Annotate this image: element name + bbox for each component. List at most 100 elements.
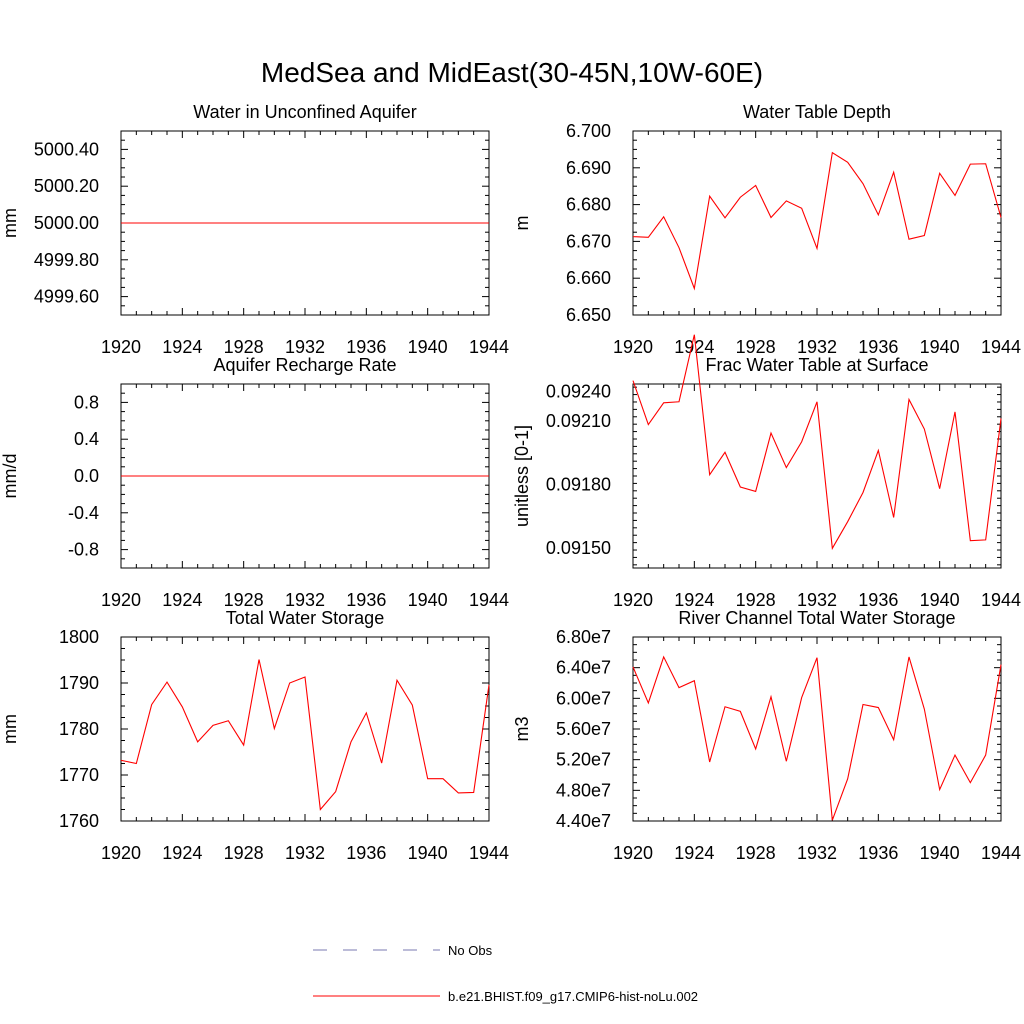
x-tick-label: 1936	[858, 590, 898, 610]
y-tick-label: 0.09180	[546, 474, 611, 494]
x-tick-label: 1940	[408, 590, 448, 610]
y-tick-label: 1800	[59, 627, 99, 647]
y-tick-label: 0.0	[74, 466, 99, 486]
y-tick-label: 4999.80	[34, 250, 99, 270]
x-tick-label: 1936	[346, 843, 386, 863]
y-tick-label: -0.8	[68, 540, 99, 560]
y-tick-label: 0.09210	[546, 411, 611, 431]
y-tick-label: -0.4	[68, 503, 99, 523]
legend-label-model-run: b.e21.BHIST.f09_g17.CMIP6-hist-noLu.002	[448, 989, 698, 1004]
y-axis-label: mm	[0, 714, 20, 744]
x-tick-label: 1932	[797, 590, 837, 610]
panel-1: Water in Unconfined Aquifer mm 1920 1924 192…	[0, 102, 509, 357]
y-tick-label: 6.670	[566, 231, 611, 251]
x-tick-label: 1936	[858, 337, 898, 357]
y-tick-label: 1760	[59, 811, 99, 831]
y-tick-label: 0.4	[74, 429, 99, 449]
y-axis-label: mm/d	[0, 454, 20, 499]
x-tick-label: 1920	[613, 590, 653, 610]
y-tick-label: 6.700	[566, 121, 611, 141]
y-tick-label: 6.00e7	[556, 688, 611, 708]
x-tick-label: 1920	[101, 590, 141, 610]
panel-title: Aquifer Recharge Rate	[213, 355, 396, 375]
x-tick-label: 1924	[674, 843, 714, 863]
legend-label-no-obs: No Obs	[448, 943, 493, 958]
y-tick-label: 1780	[59, 719, 99, 739]
y-tick-label: 6.680	[566, 195, 611, 215]
series-line	[120, 659, 490, 811]
x-tick-label: 1932	[797, 337, 837, 357]
x-tick-label: 1924	[162, 590, 202, 610]
panel-title: Water Table Depth	[743, 102, 891, 122]
y-tick-label: 1790	[59, 673, 99, 693]
x-tick-label: 1944	[469, 590, 509, 610]
x-tick-label: 1928	[736, 590, 776, 610]
x-tick-label: 1920	[101, 337, 141, 357]
x-tick-label: 1920	[101, 843, 141, 863]
figure-title: MedSea and MidEast(30-45N,10W-60E)	[261, 57, 763, 88]
y-tick-label: 1770	[59, 765, 99, 785]
y-tick-label: 4.80e7	[556, 780, 611, 800]
x-tick-label: 1924	[674, 590, 714, 610]
x-tick-label: 1920	[613, 337, 653, 357]
x-tick-label: 1924	[162, 337, 202, 357]
y-tick-label: 5000.20	[34, 176, 99, 196]
y-axis-label: unitless [0-1]	[512, 425, 532, 527]
series-line	[632, 334, 1002, 551]
x-tick-label: 1932	[285, 337, 325, 357]
panel-5: Total Water Storage mm 1920 1924 1928 1932 193…	[0, 608, 509, 863]
x-tick-label: 1940	[408, 843, 448, 863]
legend: No Obs b.e21.BHIST.f09_g17.CMIP6-hist-no…	[313, 943, 698, 1004]
x-tick-label: 1932	[797, 843, 837, 863]
panel-grid: Water in Unconfined Aquifer mm 1920 1924 192…	[0, 102, 1021, 863]
y-tick-label: 6.80e7	[556, 627, 611, 647]
panel-title: Total Water Storage	[226, 608, 384, 628]
panel-frame	[632, 636, 1002, 822]
x-tick-label: 1940	[920, 843, 960, 863]
x-tick-label: 1928	[224, 843, 264, 863]
x-tick-label: 1924	[674, 337, 714, 357]
panel-3: Aquifer Recharge Rate mm/d 1920 1924 1928 193…	[0, 355, 509, 610]
x-tick-label: 1924	[162, 843, 202, 863]
y-axis-label: mm	[0, 208, 20, 238]
y-tick-label: 0.8	[74, 392, 99, 412]
y-tick-label: 6.650	[566, 305, 611, 325]
y-tick-label: 6.690	[566, 158, 611, 178]
y-axis-label: m3	[512, 716, 532, 741]
y-tick-label: 4.40e7	[556, 811, 611, 831]
x-tick-label: 1936	[346, 337, 386, 357]
panel-2: Water Table Depth m 1920 1924 1928 1932 1936 19…	[512, 102, 1021, 357]
x-tick-label: 1928	[224, 337, 264, 357]
panel-frame	[632, 130, 1002, 316]
x-tick-label: 1928	[224, 590, 264, 610]
y-tick-label: 6.660	[566, 268, 611, 288]
x-tick-label: 1940	[920, 337, 960, 357]
panel-6: River Channel Total Water Storage m3 1920 1…	[512, 608, 1021, 863]
x-tick-label: 1932	[285, 843, 325, 863]
panel-title: Frac Water Table at Surface	[705, 355, 928, 375]
x-tick-label: 1940	[408, 337, 448, 357]
x-tick-label: 1944	[469, 337, 509, 357]
x-tick-label: 1936	[858, 843, 898, 863]
series-line	[632, 655, 1002, 821]
x-tick-label: 1928	[736, 337, 776, 357]
y-tick-label: 0.09240	[546, 381, 611, 401]
y-axis-label: m	[512, 216, 532, 231]
y-tick-label: 5000.00	[34, 213, 99, 233]
y-tick-label: 5000.40	[34, 139, 99, 159]
panel-title: River Channel Total Water Storage	[678, 608, 955, 628]
x-tick-label: 1944	[981, 843, 1021, 863]
panel-frame	[632, 383, 1002, 569]
panel-title: Water in Unconfined Aquifer	[193, 102, 416, 122]
x-tick-label: 1936	[346, 590, 386, 610]
panel-4: Frac Water Table at Surface unitless [0-1…	[512, 334, 1021, 610]
series-line	[632, 151, 1002, 291]
panel-frame	[120, 636, 490, 822]
y-tick-label: 6.40e7	[556, 658, 611, 678]
y-tick-label: 0.09150	[546, 538, 611, 558]
x-tick-label: 1944	[981, 590, 1021, 610]
x-tick-label: 1928	[736, 843, 776, 863]
x-tick-label: 1920	[613, 843, 653, 863]
x-tick-label: 1944	[981, 337, 1021, 357]
